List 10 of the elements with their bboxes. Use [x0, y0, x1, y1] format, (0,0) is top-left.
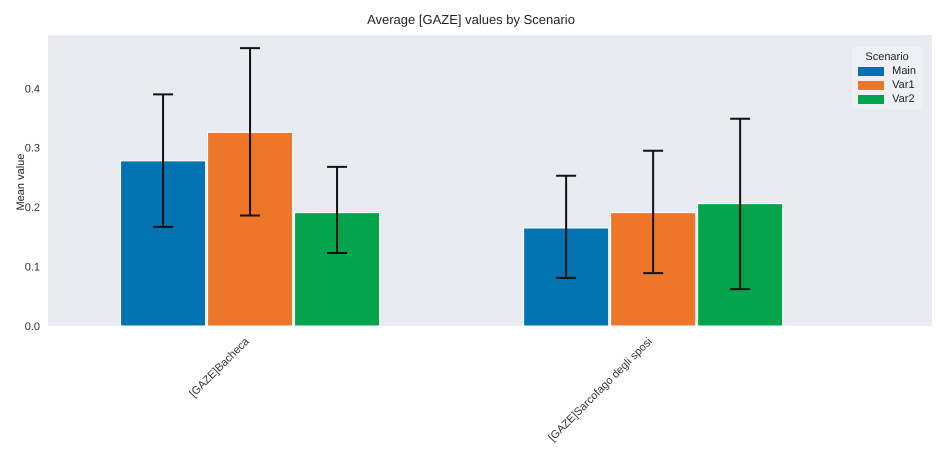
- y-tick-label: 0.4: [24, 83, 40, 96]
- y-tick-label: 0.0: [24, 320, 40, 333]
- legend-label: Main: [892, 65, 916, 77]
- y-tick-label: 0.3: [24, 142, 40, 155]
- chart-title: Average [GAZE] values by Scenario: [366, 12, 576, 27]
- legend-title: Scenario: [864, 51, 910, 63]
- y-tick-label: 0.2: [24, 202, 40, 214]
- legend-label: Var1: [892, 79, 915, 91]
- y-tick-label: 0.1: [24, 262, 40, 274]
- legend-label: Var2: [892, 93, 915, 105]
